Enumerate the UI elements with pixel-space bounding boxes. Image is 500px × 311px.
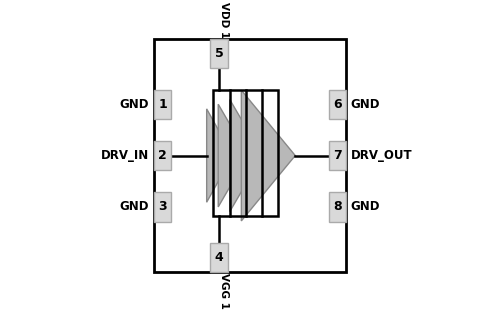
- Text: 5: 5: [215, 47, 224, 60]
- Polygon shape: [230, 100, 262, 211]
- Text: DRV_OUT: DRV_OUT: [350, 149, 412, 162]
- FancyBboxPatch shape: [210, 39, 228, 68]
- Text: 7: 7: [333, 149, 342, 162]
- FancyBboxPatch shape: [154, 141, 171, 170]
- Text: GND: GND: [350, 98, 380, 111]
- Text: VGG 1: VGG 1: [220, 273, 230, 309]
- Text: GND: GND: [120, 200, 150, 213]
- Text: GND: GND: [120, 98, 150, 111]
- Polygon shape: [218, 104, 248, 207]
- FancyBboxPatch shape: [329, 90, 346, 119]
- FancyBboxPatch shape: [210, 243, 228, 272]
- Polygon shape: [242, 90, 296, 221]
- Polygon shape: [206, 109, 233, 202]
- FancyBboxPatch shape: [329, 192, 346, 221]
- FancyBboxPatch shape: [154, 192, 171, 221]
- Text: VDD 1: VDD 1: [220, 2, 230, 38]
- FancyBboxPatch shape: [154, 90, 171, 119]
- Text: 4: 4: [215, 251, 224, 264]
- Text: DRV_IN: DRV_IN: [101, 149, 150, 162]
- FancyBboxPatch shape: [329, 141, 346, 170]
- Text: 3: 3: [158, 200, 167, 213]
- Text: GND: GND: [350, 200, 380, 213]
- Text: 2: 2: [158, 149, 167, 162]
- Text: 1: 1: [158, 98, 167, 111]
- Text: 8: 8: [333, 200, 342, 213]
- Text: 6: 6: [333, 98, 342, 111]
